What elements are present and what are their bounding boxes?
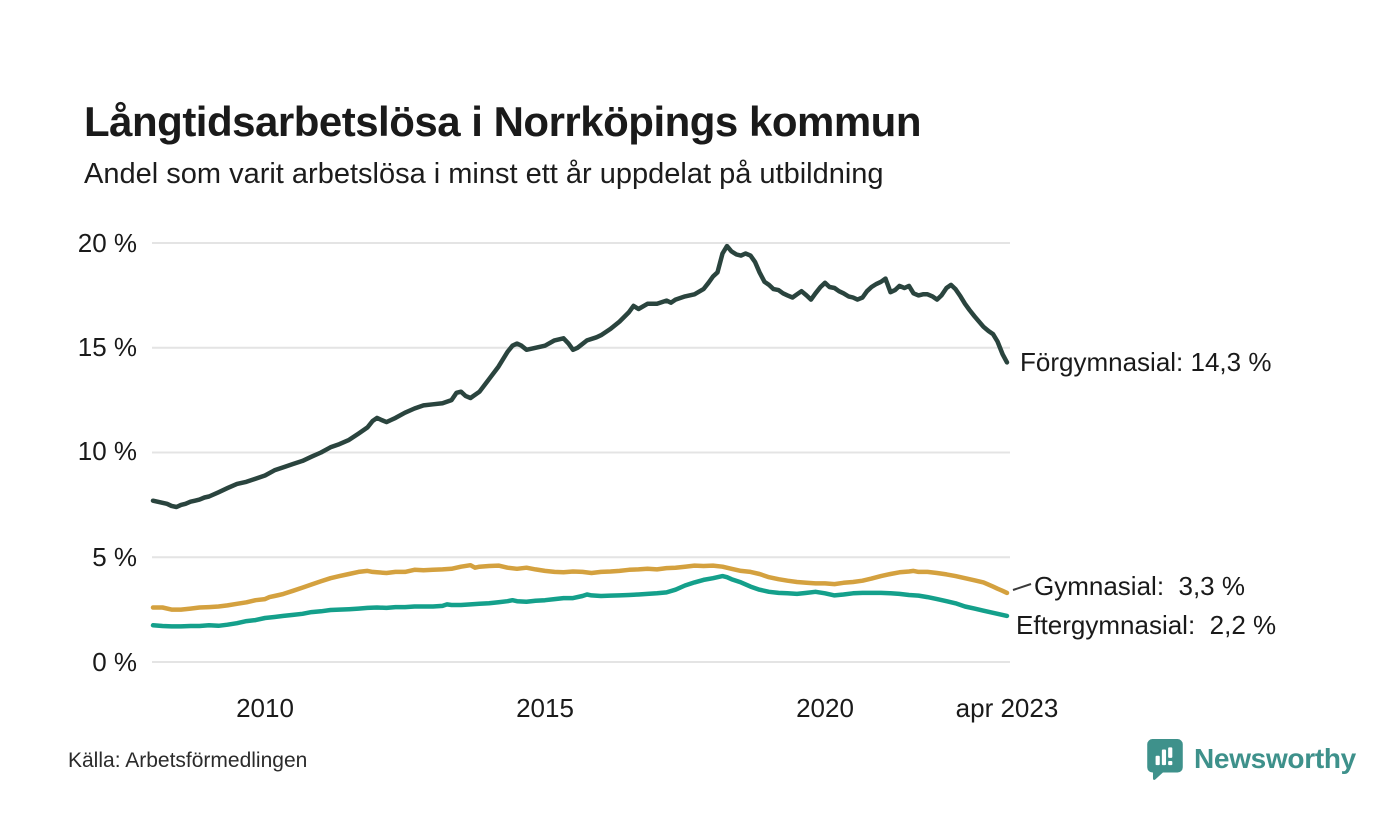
chart-subtitle: Andel som varit arbetslösa i minst ett å… <box>84 158 884 190</box>
series-line-förgymnasial <box>150 243 1010 510</box>
source-note: Källa: Arbetsförmedlingen <box>68 749 308 772</box>
y-axis-tick-20: 20 % <box>77 228 137 258</box>
newsworthy-wordmark: Newsworthy <box>1194 743 1356 774</box>
label-leader-line <box>1012 583 1032 591</box>
series-line-eftergymnasial <box>150 573 1010 629</box>
gridlines <box>152 242 1010 663</box>
y-axis-tick-5: 5 % <box>92 542 137 572</box>
newsworthy-bubble-barchart-icon <box>1147 739 1183 780</box>
series-lines <box>150 243 1010 629</box>
series-label-forgymnasial: Förgymnasial: 14,3 % <box>1020 347 1272 377</box>
y-axis-tick-10: 10 % <box>77 436 137 466</box>
x-axis-tick-2015: 2015 <box>516 693 574 723</box>
series-label-eftergymnasial: Eftergymnasial: 2,2 % <box>1016 610 1277 640</box>
series-line-gymnasial <box>150 562 1010 612</box>
x-axis-tick-apr-2023: apr 2023 <box>955 693 1059 723</box>
x-axis-tick-2020: 2020 <box>796 693 854 723</box>
y-axis-tick-15: 15 % <box>77 332 137 362</box>
newsworthy-logo: Newsworthy <box>1146 738 1356 784</box>
x-axis-tick-2010: 2010 <box>236 693 294 723</box>
page-title: Långtidsarbetslösa i Norrköpings kommun <box>84 98 921 146</box>
series-label-gymnasial: Gymnasial: 3,3 % <box>1034 571 1245 601</box>
y-axis-tick-0: 0 % <box>92 647 137 677</box>
